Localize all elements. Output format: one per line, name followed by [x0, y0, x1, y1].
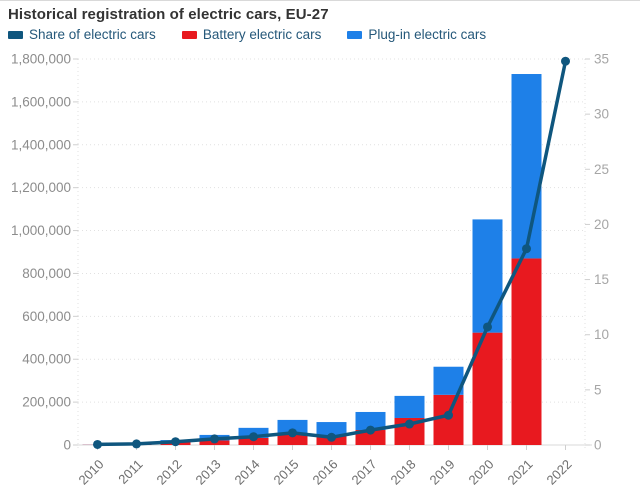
y-left-tick-label: 1,200,000 — [11, 180, 71, 195]
bar-plugin-2017[interactable] — [355, 411, 386, 430]
x-tick-label: 2021 — [505, 457, 536, 488]
point-share-2015[interactable] — [288, 428, 297, 438]
x-tick-label: 2011 — [115, 457, 145, 487]
point-share-2010[interactable] — [93, 439, 102, 449]
legend-label: Plug-in electric cars — [368, 27, 487, 42]
y-left-tick-label: 400,000 — [22, 352, 71, 367]
y-right-tick-label: 10 — [594, 327, 609, 342]
x-tick-label: 2018 — [388, 457, 419, 488]
x-tick-label: 2016 — [310, 457, 341, 488]
point-share-2022[interactable] — [561, 56, 570, 66]
bar-plugin-2021[interactable] — [511, 74, 542, 259]
battery-legend-marker-icon — [181, 30, 197, 39]
point-share-2017[interactable] — [366, 425, 375, 435]
point-share-2016[interactable] — [327, 432, 336, 442]
y-right-tick-label: 0 — [594, 438, 602, 453]
x-tick-label: 2013 — [193, 457, 224, 488]
x-tick-label: 2017 — [349, 457, 380, 488]
point-share-2020[interactable] — [483, 322, 492, 332]
bar-plugin-2018[interactable] — [394, 395, 425, 418]
bar-plugin-2016[interactable] — [316, 422, 347, 437]
y-right-tick-label: 30 — [594, 107, 609, 122]
legend-label: Share of electric cars — [29, 27, 156, 42]
share-legend-marker-icon — [8, 30, 23, 39]
point-share-2018[interactable] — [405, 419, 414, 429]
line-layer — [93, 56, 570, 449]
point-share-2012[interactable] — [171, 437, 180, 447]
x-tick-label: 2015 — [271, 457, 302, 488]
y-right-tick-label: 20 — [594, 217, 609, 232]
legend-item-battery[interactable]: Battery electric cars — [181, 27, 322, 42]
y-left-tick-label: 200,000 — [22, 395, 71, 410]
y-axis-left: 0 200,000 400,000 600,000 800,000 1,000,000 1,… — [11, 52, 78, 453]
y-right-tick-label: 5 — [594, 382, 602, 397]
point-share-2019[interactable] — [444, 410, 453, 420]
legend-item-share[interactable]: Share of electric cars — [8, 28, 156, 42]
y-right-tick-label: 15 — [594, 272, 609, 287]
bar-plugin-2020[interactable] — [472, 219, 503, 333]
bar-battery-2015[interactable] — [277, 434, 308, 445]
legend-item-plugin[interactable]: Plug-in electric cars — [347, 28, 486, 42]
bar-plugin-2015[interactable] — [277, 419, 308, 435]
x-tick-label: 2012 — [154, 457, 185, 488]
chart-legend: Share of electric cars Battery electric c… — [8, 28, 486, 42]
point-share-2014[interactable] — [249, 432, 258, 442]
chart-title: Historical registration of electric cars… — [8, 6, 329, 23]
y-left-tick-label: 0 — [63, 438, 71, 453]
y-left-tick-label: 1,800,000 — [11, 52, 71, 67]
y-left-tick-label: 1,600,000 — [11, 94, 71, 109]
point-share-2013[interactable] — [210, 434, 219, 444]
point-share-2011[interactable] — [132, 439, 141, 449]
x-tick-label: 2022 — [544, 457, 575, 488]
bars-layer — [82, 74, 542, 445]
x-tick-label: 2010 — [76, 457, 107, 488]
y-left-tick-label: 1,000,000 — [11, 223, 71, 238]
x-tick-label: 2020 — [466, 457, 497, 488]
y-left-tick-label: 600,000 — [22, 309, 71, 324]
x-axis: 2010 2011 2012 2013 2014 2015 2016 2017 2018 2019… — [76, 445, 575, 488]
y-axis-right: 0 5 10 15 20 25 30 35 — [585, 52, 609, 453]
y-right-tick-label: 35 — [594, 52, 609, 67]
bar-battery-2014[interactable] — [238, 437, 269, 445]
y-right-tick-label: 25 — [594, 162, 609, 177]
x-tick-label: 2019 — [427, 457, 458, 488]
bar-battery-2021[interactable] — [511, 258, 542, 445]
point-share-2021[interactable] — [522, 244, 531, 254]
y-left-tick-label: 1,400,000 — [11, 137, 71, 152]
y-left-tick-label: 800,000 — [22, 266, 71, 281]
legend-label: Battery electric cars — [202, 27, 322, 42]
bar-battery-2019[interactable] — [433, 394, 464, 445]
plugin-legend-marker-icon — [347, 30, 363, 39]
x-tick-label: 2014 — [232, 457, 263, 488]
bar-battery-2017[interactable] — [355, 429, 386, 445]
